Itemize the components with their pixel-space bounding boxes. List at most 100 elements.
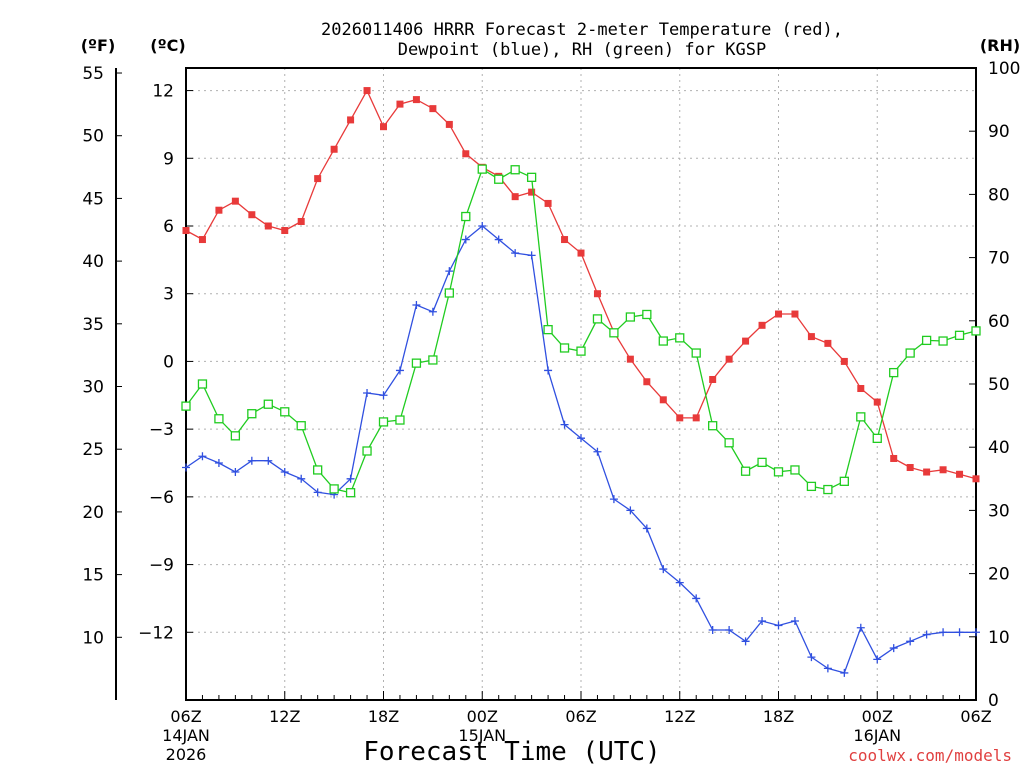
dewpoint-point (461, 235, 470, 244)
rh-tick-label: 100 (988, 59, 1020, 79)
dewpoint-point (247, 456, 256, 465)
temperature-point (626, 355, 634, 363)
rh-tick-label: 50 (988, 375, 1010, 395)
temperature-point (561, 236, 569, 244)
rh-tick-label: 80 (988, 185, 1010, 205)
time-tick-label: 06Z (960, 707, 991, 726)
dewpoint-point (494, 235, 503, 244)
celsius-tick-label: −6 (149, 488, 174, 508)
dewpoint-point (214, 459, 223, 467)
rh-point (362, 446, 372, 456)
rh-point (378, 417, 389, 427)
temperature-point (890, 454, 898, 462)
temperature-point (264, 222, 272, 230)
time-tick-label: 06Z (170, 707, 201, 726)
dewpoint-point (758, 617, 767, 625)
date-label: 15JAN (458, 726, 506, 745)
fahrenheit-tick-label: 20 (82, 503, 104, 523)
dewpoint-point (725, 626, 734, 635)
rh-point (938, 336, 948, 346)
rh-point (313, 465, 323, 475)
dewpoint-point (297, 474, 306, 483)
dewpoint-point (560, 420, 569, 429)
rh-tick-label: 30 (988, 501, 1010, 521)
rh-point (559, 343, 570, 353)
dewpoint-point (231, 468, 240, 477)
rh-point (757, 457, 767, 468)
temperature-point (380, 123, 387, 131)
rh-point (477, 164, 487, 174)
dewpoint-point (741, 637, 750, 646)
rh-point (576, 346, 586, 356)
temperature-point (742, 337, 750, 345)
dewpoint-series (182, 222, 980, 677)
fahrenheit-tick-label: 45 (82, 189, 104, 209)
x-axis-title: Forecast Time (UTC) (363, 737, 660, 767)
rh-point (856, 412, 866, 422)
celsius-tick-label: 6 (163, 217, 174, 237)
rh-point (230, 431, 241, 441)
temperature-point (824, 339, 832, 347)
dewpoint-point (856, 623, 865, 632)
rh-point (263, 399, 273, 409)
fahrenheit-tick-label: 50 (82, 127, 104, 147)
dewpoint-point (264, 456, 273, 465)
temperature-point (939, 466, 947, 474)
celsius-unit-label: (ºC) (150, 36, 185, 55)
dewpoint-point (708, 626, 717, 635)
temperature-point (314, 175, 322, 183)
rh-tick-label: 60 (988, 312, 1010, 332)
celsius-axis: 12 9 6 3 0 −3 −6 −9 −12 (138, 82, 193, 643)
rh-point (905, 348, 915, 358)
temperature-point (347, 116, 355, 124)
rh-point (280, 407, 290, 417)
chart-title-line1: 2026011406 HRRR Forecast 2-meter Tempera… (321, 20, 843, 40)
temperature-point (528, 188, 536, 196)
temperature-point (198, 236, 206, 244)
rh-point (461, 211, 471, 222)
rh-tick-label: 40 (988, 438, 1010, 458)
celsius-tick-label: −9 (149, 556, 174, 576)
time-tick-label: 06Z (565, 707, 596, 726)
dewpoint-point (544, 366, 553, 375)
rh-point (691, 348, 701, 358)
temperature-point (231, 197, 239, 205)
rh-point (592, 314, 603, 324)
rh-point (872, 433, 882, 444)
dewpoint-point (675, 578, 684, 587)
rh-point (642, 309, 652, 320)
rh-point (329, 484, 339, 494)
temperature-point (972, 475, 980, 483)
rh-point (708, 421, 718, 431)
temperature-point (807, 333, 815, 341)
time-tick-label: 00Z (467, 707, 498, 726)
rh-series (181, 164, 981, 498)
dewpoint-point (428, 307, 437, 316)
rh-point (740, 466, 751, 476)
dewpoint-point (395, 366, 404, 375)
dewpoint-point (939, 628, 948, 637)
date-label: 14JAN (162, 726, 210, 745)
temperature-point (281, 227, 289, 235)
rh-unit-label: (RH) (980, 36, 1020, 55)
dewpoint-point (593, 447, 602, 456)
series-line (185, 225, 976, 674)
temperature-point (429, 105, 437, 113)
rh-tick-label: 20 (988, 565, 1010, 585)
rh-point (543, 324, 553, 335)
temperature-point (725, 355, 733, 363)
dewpoint-point (198, 452, 207, 461)
dewpoint-point (379, 391, 388, 400)
rh-point (296, 421, 306, 431)
dewpoint-point (790, 617, 799, 625)
temperature-point (182, 227, 190, 235)
temperature-point (445, 120, 453, 128)
dewpoint-point (346, 474, 355, 483)
temperature-point (923, 468, 931, 476)
temperature-point (857, 385, 865, 393)
rh-point (197, 379, 208, 389)
rh-point (921, 335, 932, 346)
